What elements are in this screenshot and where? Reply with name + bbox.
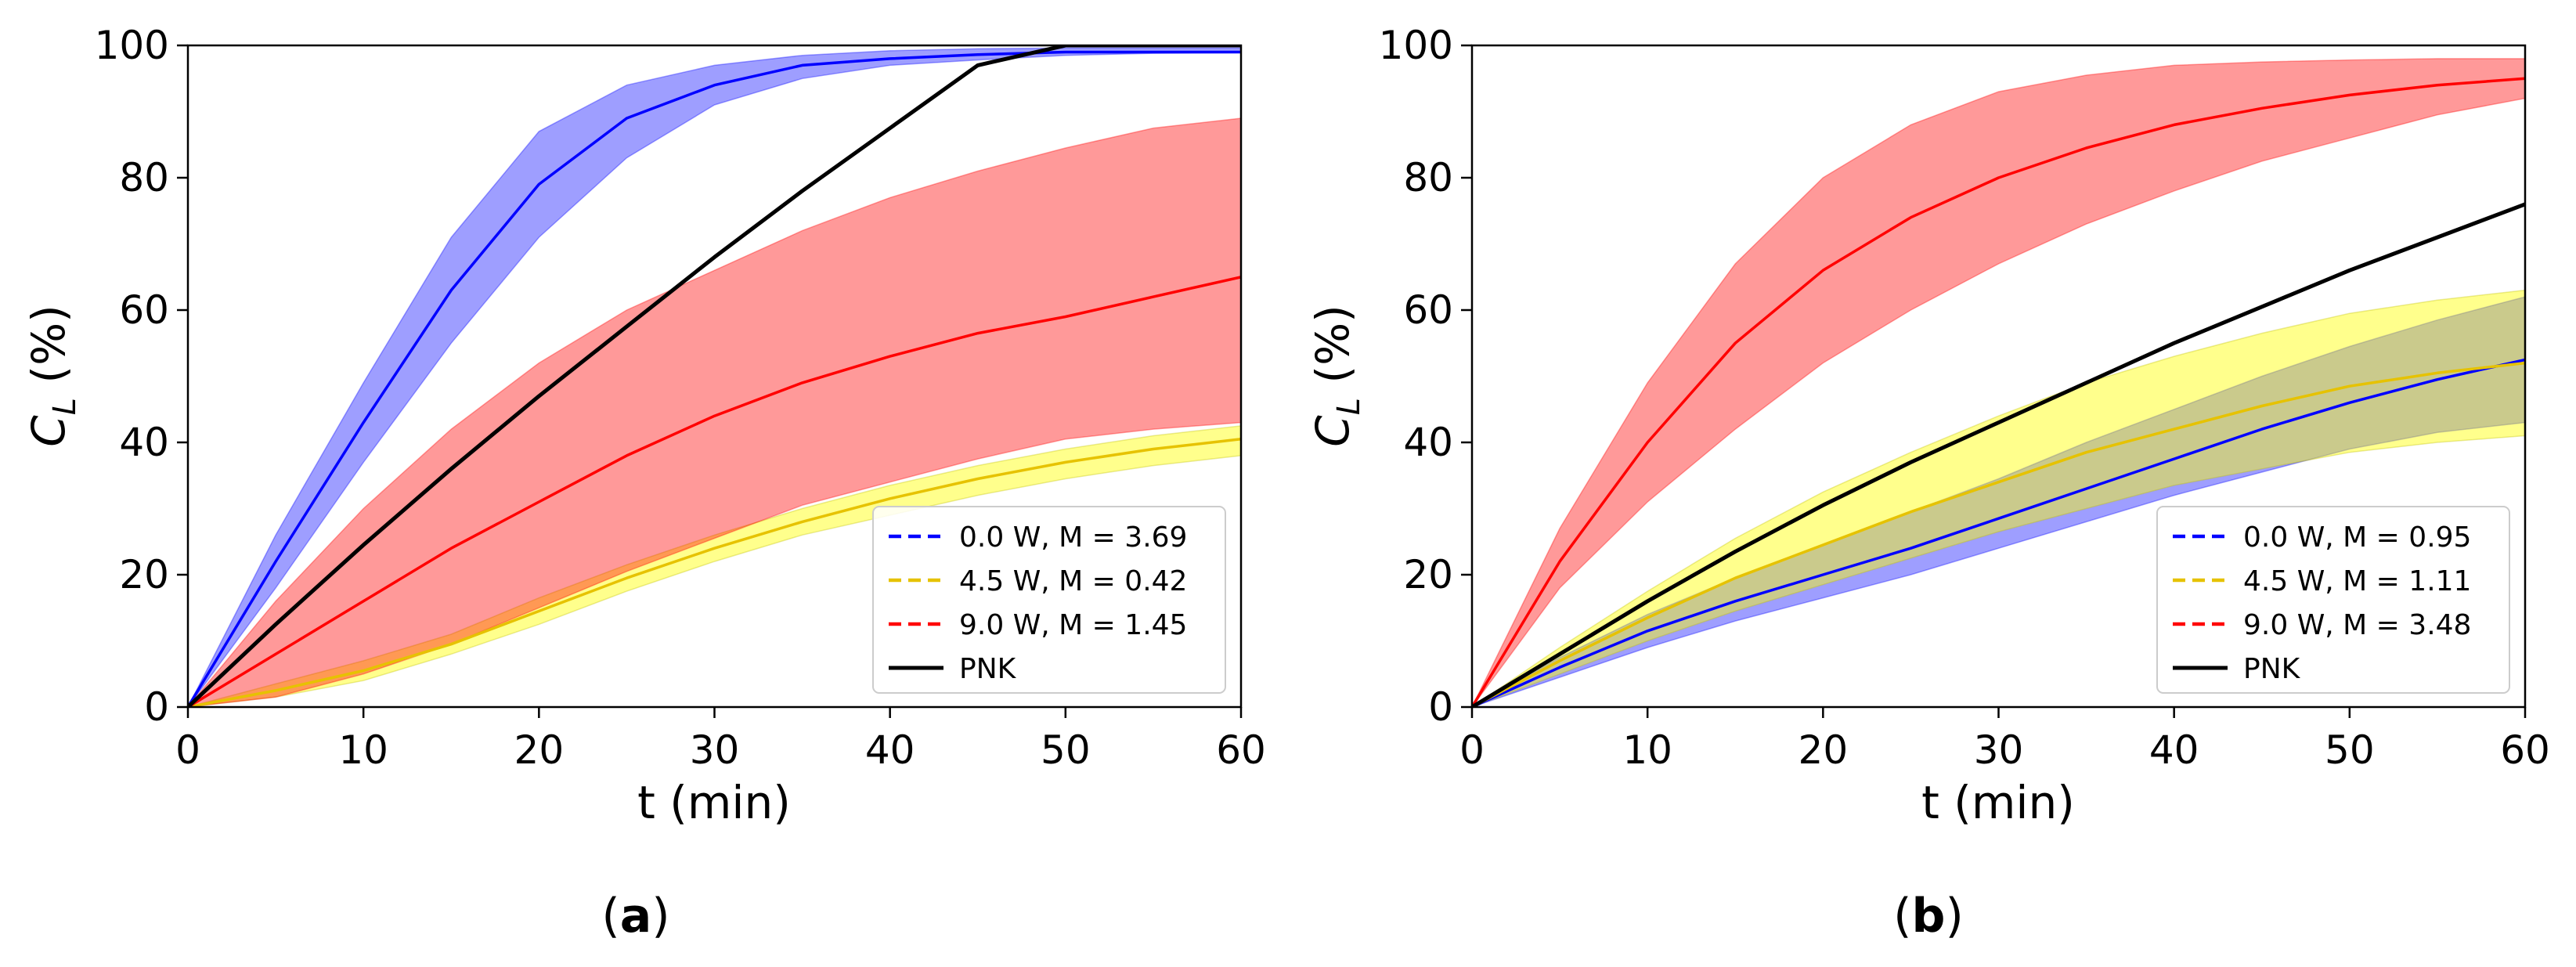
panel-a-legend-label: 0.0 W, M = 3.69: [959, 521, 1187, 554]
panel-a-x-tick-label: 10: [338, 727, 388, 773]
panel-b-caption: (b): [1893, 889, 1964, 944]
panel-b-legend-label: 4.5 W, M = 1.11: [2243, 565, 2471, 597]
panel-b-y-tick-label: 60: [1403, 287, 1453, 333]
panel-b-band-4-5-w-m-1-11: [1472, 289, 2525, 707]
panel-b-y-ticks: 0 20 40 60 80 100: [1379, 23, 1472, 730]
panel-a-legend-label: 4.5 W, M = 0.42: [959, 565, 1187, 597]
panel-b-line-pnk: [1472, 202, 2525, 707]
panel-a-x-tick-label: 20: [514, 727, 565, 773]
panel-b-x-tick-label: 0: [1459, 727, 1485, 773]
panel-a-y-axis-label: CL (%): [22, 305, 83, 447]
panel-a-band-0-0-w-m-3-69: [188, 47, 1241, 707]
panel-a-lines: [188, 45, 1241, 707]
panel-a-x-tick-label: 50: [1041, 727, 1091, 773]
panel-a-bands: [188, 47, 1241, 707]
panel-a-legend: 0.0 W, M = 3.69 4.5 W, M = 0.42 9.0 W, M =…: [872, 506, 1226, 694]
panel-b-lines: [1472, 77, 2525, 707]
panel-a-line-9-0-w-m-1-45: [188, 276, 1241, 707]
panel-b-legend-label: 9.0 W, M = 3.48: [2243, 609, 2471, 641]
panel-a-legend-label: PNK: [959, 653, 1017, 685]
panel-a-band-9-0-w-m-1-45: [188, 117, 1241, 707]
panel-b-line-4-5-w-m-1-11: [1472, 361, 2525, 707]
panel-b-line-0-0-w-m-0-95: [1472, 358, 2525, 707]
panel-b-x-tick-label: 30: [1974, 727, 2024, 773]
panel-b-y-tick-label: 20: [1403, 552, 1453, 597]
panel-b-y-tick-label: 80: [1403, 155, 1453, 200]
panel-b-x-ticks: 0 10 20 30 40 50 60: [1459, 707, 2550, 773]
panel-a-y-tick-label: 20: [119, 552, 169, 597]
panel-a-caption: (a): [601, 889, 669, 944]
panel-a-y-tick-label: 100: [95, 23, 169, 68]
panel-b-y-tick-label: 40: [1403, 420, 1453, 465]
panel-a-legend-frame: [872, 506, 1226, 694]
panel-a-line-pnk: [188, 45, 1241, 707]
panel-b-y-axis-label: CL (%): [1306, 305, 1367, 447]
panel-a-line-4-5-w-m-0-42: [188, 438, 1241, 707]
panel-a-y-tick-label: 0: [144, 684, 169, 730]
panel-b-line-9-0-w-m-3-48: [1472, 77, 2525, 707]
panel-a-legend-label: 9.0 W, M = 1.45: [959, 609, 1187, 641]
panel-a: 0 10 20 30 40 50 60 0 20 40 60 80 100 t (min) CL (%…: [22, 23, 1266, 944]
panel-a-line-0-0-w-m-3-69: [188, 50, 1241, 707]
panel-b-x-axis-label: t (min): [1921, 776, 2075, 829]
panel-a-band-4-5-w-m-0-42: [188, 425, 1241, 707]
panel-a-x-tick-label: 0: [175, 727, 200, 773]
panel-a-y-ticks: 0 20 40 60 80 100: [95, 23, 188, 730]
panel-b-legend-label: 0.0 W, M = 0.95: [2243, 521, 2471, 554]
panel-b-legend-frame: [2156, 506, 2510, 694]
panel-b-x-tick-label: 20: [1799, 727, 1849, 773]
panel-a-y-tick-label: 40: [119, 420, 169, 465]
panel-b-x-tick-label: 10: [1622, 727, 1672, 773]
panel-b: 0 10 20 30 40 50 60 0 20 40 60 80 100 t (min) CL (%…: [1306, 23, 2550, 944]
panel-a-y-tick-label: 80: [119, 155, 169, 200]
panel-b-band-9-0-w-m-3-48: [1472, 58, 2525, 707]
panel-b-legend: 0.0 W, M = 0.95 4.5 W, M = 1.11 9.0 W, M =…: [2156, 506, 2510, 694]
panel-b-x-tick-label: 40: [2149, 727, 2199, 773]
panel-b-y-tick-label: 100: [1379, 23, 1453, 68]
panel-a-x-axis-label: t (min): [637, 776, 791, 829]
panel-b-x-tick-label: 50: [2325, 727, 2375, 773]
panel-a-y-tick-label: 60: [119, 287, 169, 333]
panel-a-x-tick-label: 30: [690, 727, 740, 773]
panel-a-x-ticks: 0 10 20 30 40 50 60: [175, 707, 1266, 773]
panel-b-legend-label: PNK: [2243, 653, 2301, 685]
panel-b-y-tick-label: 0: [1428, 684, 1453, 730]
panel-a-x-tick-label: 60: [1216, 727, 1266, 773]
panel-a-x-tick-label: 40: [865, 727, 915, 773]
panel-b-x-tick-label: 60: [2500, 727, 2550, 773]
